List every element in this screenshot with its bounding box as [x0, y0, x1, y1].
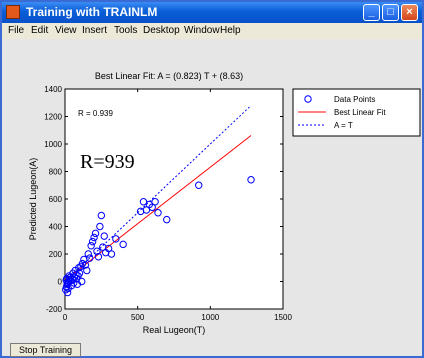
data-point [88, 237, 97, 246]
maximize-button[interactable]: □ [382, 4, 399, 21]
data-point [90, 233, 98, 242]
y-axis-label: Predicted Lugeon(A) [28, 158, 38, 241]
data-point [83, 266, 91, 275]
data-point [142, 206, 151, 214]
legend-marker-data-points [304, 95, 312, 103]
stop-training-button[interactable]: Stop Training [10, 343, 81, 357]
data-point [81, 261, 90, 269]
close-button[interactable]: × [401, 4, 418, 21]
data-point [75, 264, 83, 272]
data-point [107, 250, 116, 258]
x-tick-label: 1000 [201, 313, 219, 322]
data-point [93, 247, 101, 255]
plot-area [64, 88, 284, 310]
data-point [112, 235, 120, 243]
data-point [84, 250, 92, 258]
data-point [195, 181, 203, 189]
x-tick-label: 1500 [274, 313, 292, 322]
menu-insert[interactable]: Insert [82, 25, 108, 36]
data-point [87, 242, 95, 250]
data-point [247, 176, 255, 184]
data-point [94, 253, 103, 261]
window-title: Training with TRAINLM [26, 5, 158, 19]
data-point [139, 198, 148, 206]
y-tick-label: 400 [49, 223, 63, 232]
data-point [68, 275, 76, 283]
r-value-large: R=939 [80, 151, 135, 173]
data-points [62, 176, 255, 297]
menu-tools[interactable]: Tools [114, 25, 138, 36]
y-tick-label: 600 [49, 195, 63, 204]
fit-lines [64, 105, 252, 282]
data-point [97, 211, 106, 220]
legend-label-a-equals-t: A = T [334, 121, 353, 130]
x-axis-label: Real Lugeon(T) [143, 325, 206, 335]
menu-help[interactable]: Help [220, 25, 241, 36]
legend-label-data-points: Data Points [334, 95, 375, 104]
data-point [75, 269, 84, 277]
x-tick-label: 0 [63, 313, 68, 322]
x-tick-label: 500 [131, 313, 145, 322]
data-point [72, 270, 80, 279]
legend: Data Points Best Linear Fit A = T [292, 88, 421, 137]
chart-title: Best Linear Fit: A = (0.823) T + (8.63) [95, 71, 243, 81]
minimize-button[interactable]: _ [363, 4, 380, 21]
menu-edit[interactable]: Edit [31, 25, 49, 36]
data-point [119, 240, 127, 249]
data-point [104, 244, 113, 253]
data-point [78, 277, 86, 286]
legend-label-best-fit: Best Linear Fit [334, 108, 386, 117]
data-point [91, 229, 100, 238]
menu-window[interactable]: Window [184, 25, 220, 36]
data-point [154, 209, 162, 217]
y-tick-label: 1400 [44, 85, 62, 94]
data-point [64, 284, 72, 293]
menu-file[interactable]: File [8, 25, 25, 36]
data-point [100, 232, 108, 240]
matlab-icon [6, 5, 20, 19]
data-point [163, 215, 171, 224]
data-point [148, 203, 156, 211]
menu-desktop[interactable]: Desktop [143, 25, 180, 36]
data-point [86, 254, 94, 262]
data-point [96, 222, 104, 231]
data-point [63, 288, 72, 297]
r-value-small: R = 0.939 [78, 109, 113, 118]
y-tick-label: 200 [49, 250, 63, 259]
menu-view[interactable]: View [55, 25, 77, 36]
plot-svg: Best Linear Fit: A = (0.823) T + (8.63) … [28, 71, 421, 335]
data-point [151, 198, 159, 206]
y-tick-label: 0 [58, 278, 63, 287]
y-tick-label: 1200 [44, 113, 62, 122]
y-tick-label: 1000 [44, 140, 62, 149]
title-bar: Training with TRAINLM _ □ × [2, 2, 422, 23]
menu-bar: File Edit View Insert Tools Desktop Wind… [2, 23, 422, 39]
y-tick-label: 800 [49, 168, 63, 177]
y-tick-label: -200 [46, 305, 63, 314]
a-equals-t-line [64, 105, 252, 282]
axis-ticks: 0 500 1000 1500-200020040060080010001200140… [44, 85, 292, 322]
best-linear-fit-line [64, 135, 252, 281]
